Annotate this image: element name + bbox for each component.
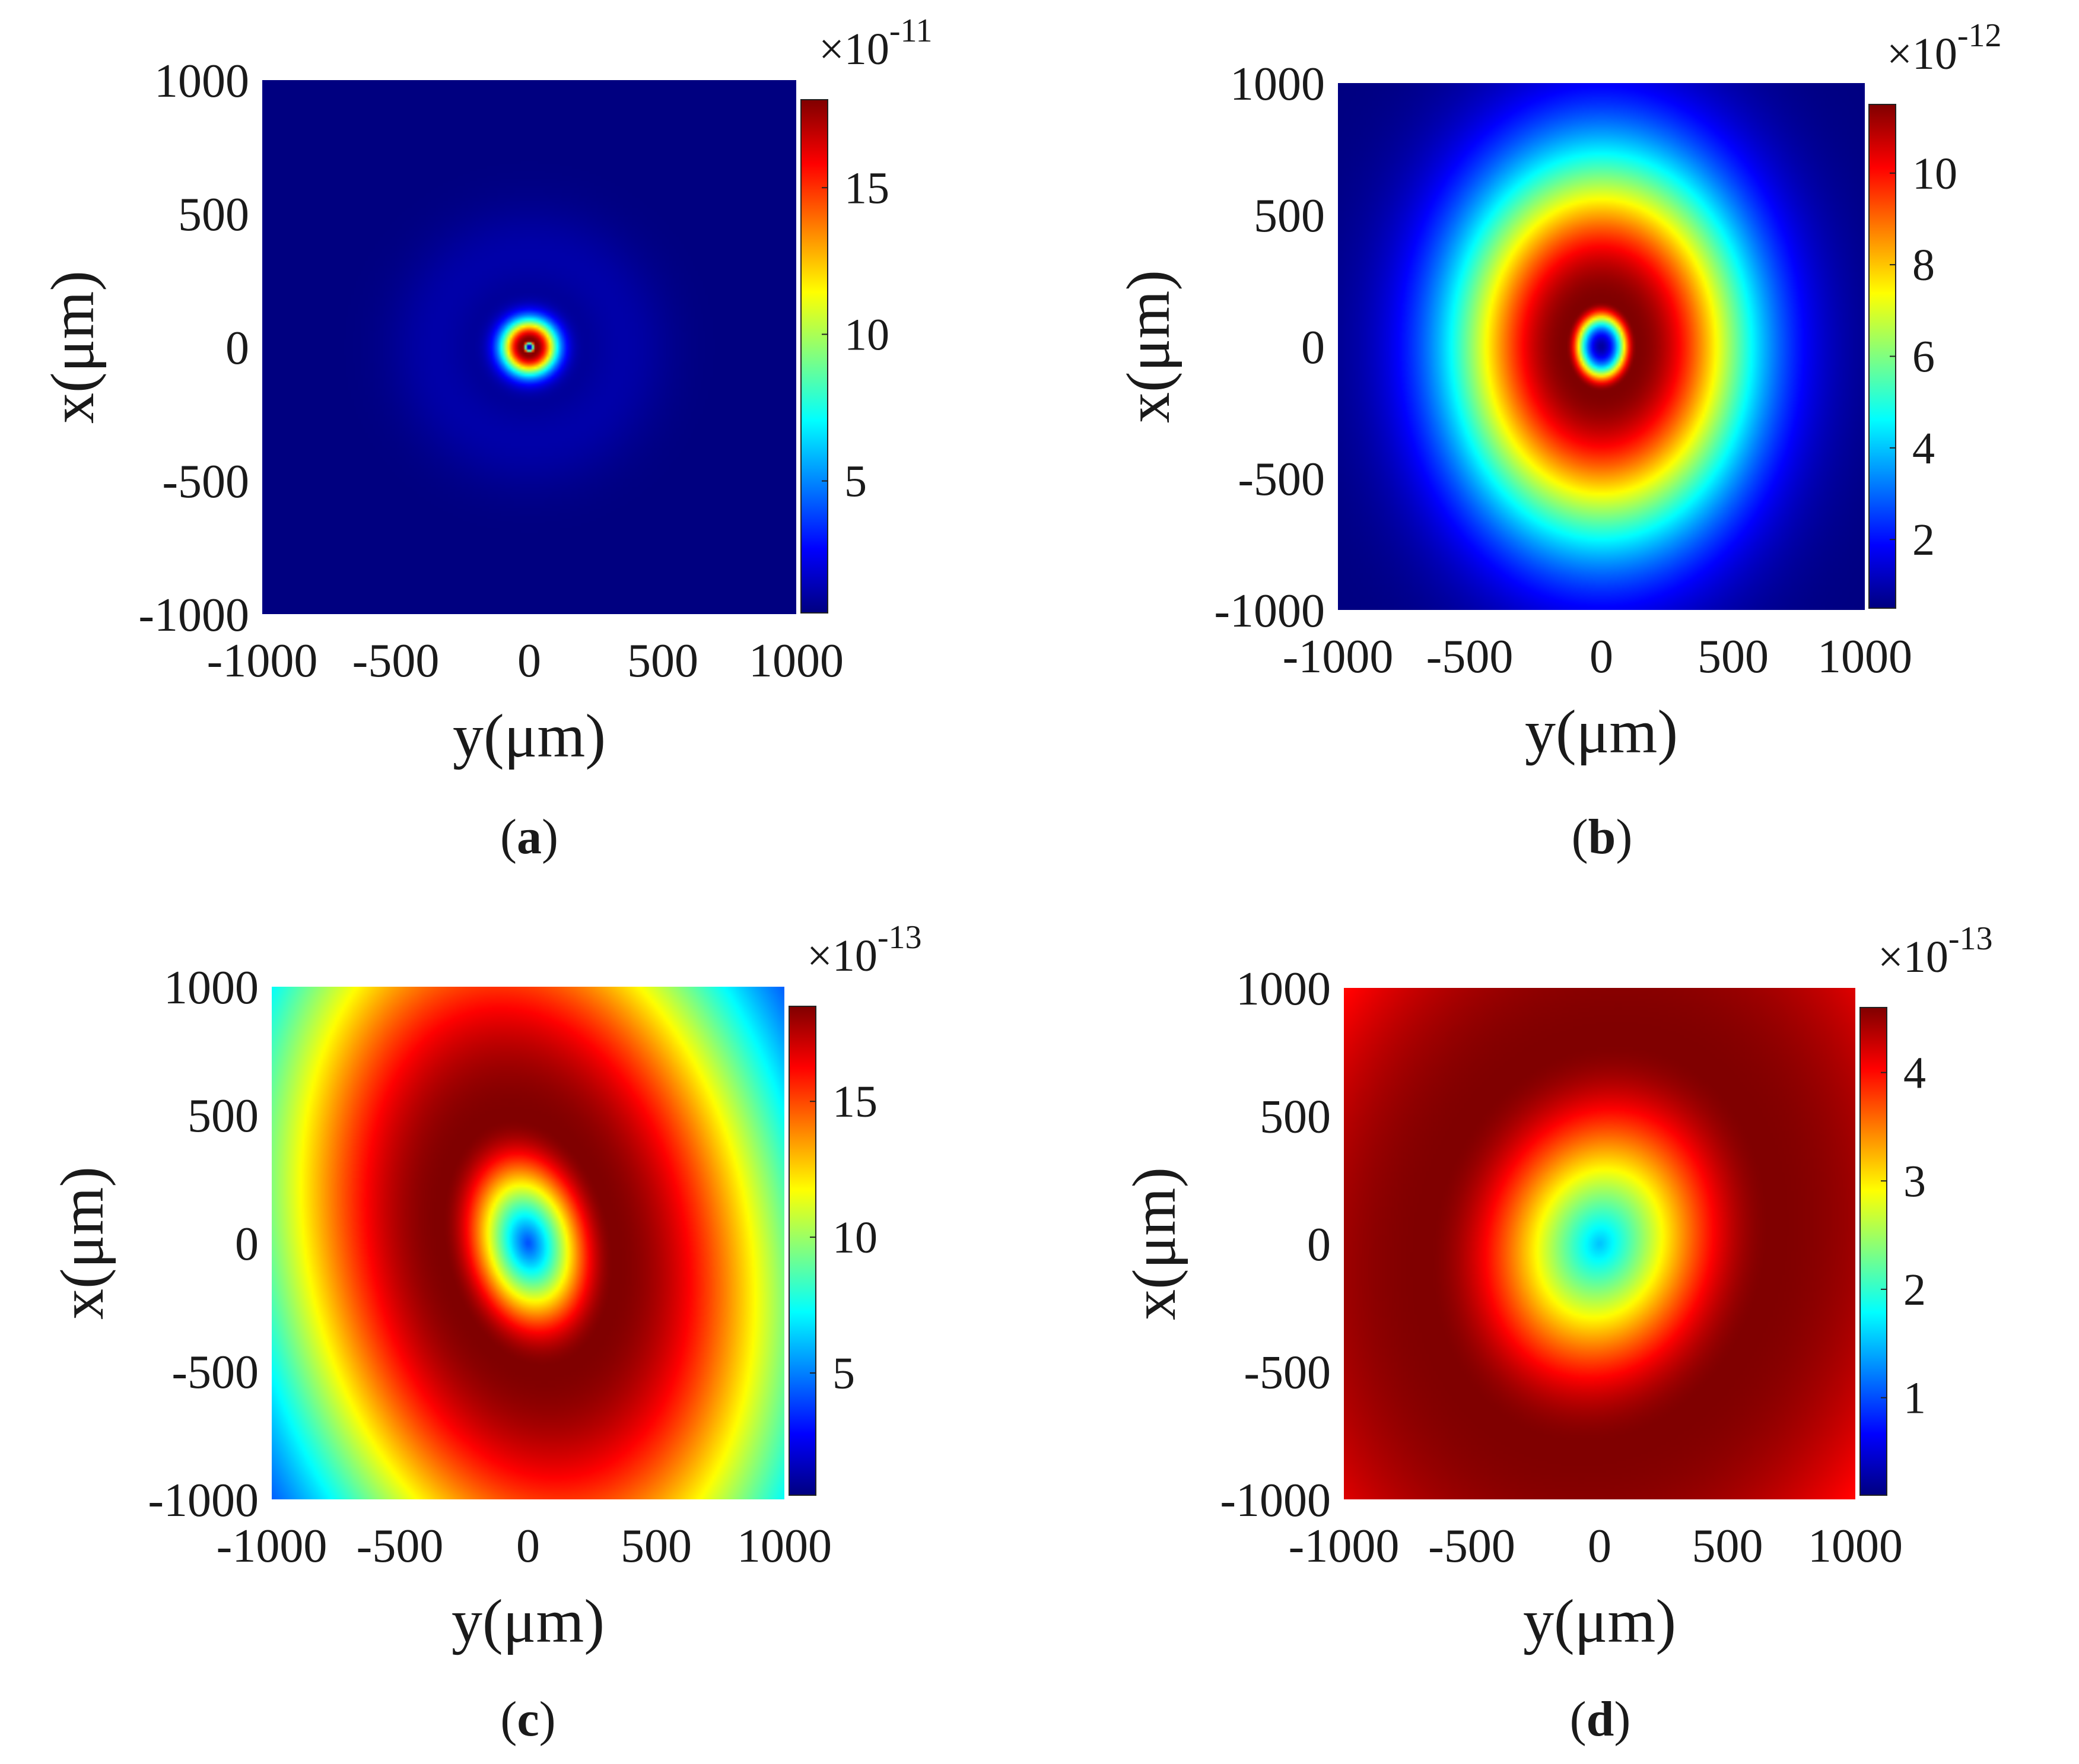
panel-a: -1000 -500 0 500 1000 1000 500 0 -500 -1000 y(μm) x… xyxy=(39,12,932,864)
x-axis-label: y(μm) xyxy=(1525,698,1678,766)
colorbar-tick-label: 6 xyxy=(1912,332,1935,382)
colorbar-tick-label: 10 xyxy=(832,1213,878,1263)
x-tick-label: -500 xyxy=(1426,631,1514,683)
colorbar-tick-label: 5 xyxy=(832,1349,855,1399)
panel-b: -1000 -500 0 500 1000 1000 500 0 -500 -1000 y(μm) x… xyxy=(1114,17,2002,864)
colorbar-d xyxy=(1859,1007,1887,1496)
heatmap-a xyxy=(262,80,796,614)
panel-caption: (b) xyxy=(1572,809,1633,864)
x-tick-label: 500 xyxy=(1697,631,1769,683)
x-tick-label: -1000 xyxy=(207,635,318,687)
y-tick-label: 500 xyxy=(187,1090,259,1142)
x-tick-label: -500 xyxy=(352,635,440,687)
colorbar-tick-label: 15 xyxy=(832,1077,878,1127)
colorbar-tick-label: 8 xyxy=(1912,240,1935,290)
x-tick-label: 1000 xyxy=(1817,631,1912,683)
colorbar-tick-label: 10 xyxy=(1912,149,1957,199)
panel-caption: (a) xyxy=(500,809,558,864)
panel-caption: (c) xyxy=(500,1692,555,1747)
y-tick-label: 1000 xyxy=(164,962,259,1014)
x-axis-label: y(μm) xyxy=(453,702,606,770)
y-axis-label: x(μm) xyxy=(39,271,107,424)
heatmap-d xyxy=(1344,988,1855,1499)
x-tick-label: 0 xyxy=(516,1520,540,1572)
y-axis-label: x(μm) xyxy=(1114,270,1182,423)
colorbar-exponent: ×10-13 xyxy=(807,919,922,981)
colorbar-tick-label: 1 xyxy=(1903,1374,1926,1423)
x-tick-label: 1000 xyxy=(1808,1520,1903,1572)
y-tick-label: 1000 xyxy=(1230,58,1325,110)
x-tick-label: -500 xyxy=(1428,1520,1515,1572)
x-tick-label: 500 xyxy=(627,635,698,687)
colorbar-a xyxy=(800,99,828,614)
y-tick-label: 500 xyxy=(1260,1091,1331,1143)
panel-caption: (d) xyxy=(1570,1692,1631,1747)
panel-d: -1000 -500 0 500 1000 1000 500 0 -500 -1000 y(μm) x… xyxy=(1120,920,1993,1747)
colorbar-tick-label: 15 xyxy=(844,163,889,213)
panel-c: -1000 -500 0 500 1000 1000 500 0 -500 -1000 y(μm) x… xyxy=(48,919,922,1747)
x-tick-label: 1000 xyxy=(737,1520,832,1572)
colorbar-c xyxy=(789,1006,816,1496)
colorbar-exponent: ×10-12 xyxy=(1887,17,2002,79)
x-tick-label: 500 xyxy=(1692,1520,1763,1572)
y-tick-label: 1000 xyxy=(1236,963,1331,1015)
x-tick-label: 0 xyxy=(1590,631,1613,683)
y-tick-label: -500 xyxy=(171,1346,259,1399)
x-tick-label: 0 xyxy=(1588,1520,1611,1572)
x-tick-label: -1000 xyxy=(217,1520,328,1572)
y-tick-label: 500 xyxy=(1254,190,1325,242)
y-axis-label: x(μm) xyxy=(48,1167,116,1320)
y-tick-label: -1000 xyxy=(138,589,249,641)
y-axis-label: x(μm) xyxy=(1120,1167,1188,1320)
heatmap-c xyxy=(272,987,784,1499)
heatmap-b xyxy=(1338,83,1865,610)
colorbar-tick-label: 4 xyxy=(1903,1048,1926,1098)
y-tick-label: -500 xyxy=(1244,1347,1331,1399)
colorbar-tick-label: 2 xyxy=(1912,515,1935,565)
colorbar-tick-label: 2 xyxy=(1903,1265,1926,1315)
x-tick-label: 500 xyxy=(621,1520,692,1572)
y-tick-label: -500 xyxy=(1238,453,1325,506)
y-tick-label: -1000 xyxy=(148,1474,259,1527)
x-tick-label: 1000 xyxy=(749,635,844,687)
colorbar-tick-label: 10 xyxy=(844,310,889,360)
colorbar-exponent: ×10-13 xyxy=(1878,920,1993,982)
colorbar-tick-label: 4 xyxy=(1912,424,1935,473)
y-tick-label: -1000 xyxy=(1214,585,1325,637)
y-tick-label: 500 xyxy=(178,189,249,241)
y-tick-label: -1000 xyxy=(1220,1474,1331,1527)
x-tick-label: 0 xyxy=(517,635,541,687)
x-tick-label: -1000 xyxy=(1289,1520,1400,1572)
y-tick-label: 1000 xyxy=(154,55,249,107)
colorbar-tick-label: 5 xyxy=(844,457,867,507)
x-axis-label: y(μm) xyxy=(452,1587,605,1655)
x-tick-label: -500 xyxy=(357,1520,444,1572)
y-tick-label: 0 xyxy=(1301,322,1325,374)
y-tick-label: 0 xyxy=(225,322,249,374)
colorbar-exponent: ×10-11 xyxy=(819,12,932,74)
colorbar-tick-label: 3 xyxy=(1903,1156,1926,1206)
y-tick-label: 0 xyxy=(235,1218,259,1270)
x-tick-label: -1000 xyxy=(1283,631,1394,683)
y-tick-label: 0 xyxy=(1307,1219,1331,1271)
y-tick-label: -500 xyxy=(162,456,249,508)
x-axis-label: y(μm) xyxy=(1523,1587,1676,1655)
